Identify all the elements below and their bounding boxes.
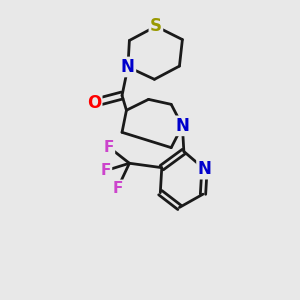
Text: F: F xyxy=(100,163,111,178)
Text: S: S xyxy=(150,17,162,35)
Text: N: N xyxy=(197,160,212,178)
Text: F: F xyxy=(103,140,114,154)
Text: N: N xyxy=(176,117,189,135)
Text: N: N xyxy=(121,58,135,76)
Text: O: O xyxy=(87,94,101,112)
Text: F: F xyxy=(112,181,123,196)
